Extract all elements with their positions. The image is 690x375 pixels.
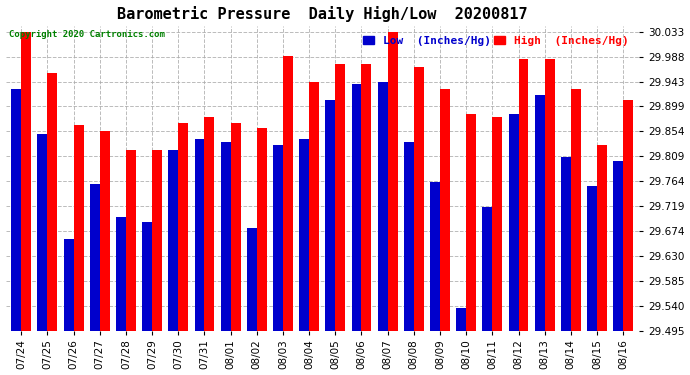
Bar — [561, 157, 571, 330]
Bar — [21, 32, 31, 330]
Title: Barometric Pressure  Daily High/Low  20200817: Barometric Pressure Daily High/Low 20200… — [117, 6, 528, 21]
Bar — [195, 139, 204, 330]
Bar — [152, 150, 162, 330]
Bar — [388, 32, 397, 330]
Legend: Low  (Inches/Hg), High  (Inches/Hg): Low (Inches/Hg), High (Inches/Hg) — [358, 31, 633, 50]
Bar — [247, 228, 257, 330]
Bar — [613, 161, 623, 330]
Bar — [440, 89, 450, 330]
Bar — [482, 207, 493, 330]
Bar — [535, 95, 544, 330]
Bar — [37, 134, 48, 330]
Bar — [299, 139, 309, 330]
Bar — [221, 142, 230, 330]
Bar — [48, 73, 57, 330]
Bar — [11, 89, 21, 330]
Bar — [597, 145, 607, 330]
Bar — [63, 239, 74, 330]
Bar — [74, 125, 83, 330]
Bar — [283, 56, 293, 330]
Bar — [90, 184, 100, 330]
Bar — [142, 222, 152, 330]
Bar — [544, 59, 555, 330]
Bar — [335, 64, 345, 330]
Bar — [100, 131, 110, 330]
Bar — [168, 150, 178, 330]
Bar — [273, 145, 283, 330]
Bar — [326, 100, 335, 330]
Bar — [587, 186, 597, 330]
Bar — [404, 142, 414, 330]
Bar — [377, 82, 388, 330]
Bar — [493, 117, 502, 330]
Bar — [257, 128, 267, 330]
Bar — [116, 217, 126, 330]
Bar — [362, 64, 371, 330]
Text: Copyright 2020 Cartronics.com: Copyright 2020 Cartronics.com — [9, 30, 165, 39]
Bar — [466, 114, 476, 330]
Bar — [230, 123, 241, 330]
Bar — [309, 82, 319, 330]
Bar — [623, 100, 633, 330]
Bar — [456, 308, 466, 330]
Bar — [509, 114, 518, 330]
Bar — [351, 84, 362, 330]
Bar — [430, 183, 440, 330]
Bar — [178, 123, 188, 330]
Bar — [414, 67, 424, 330]
Bar — [126, 150, 136, 330]
Bar — [518, 59, 529, 330]
Bar — [204, 117, 215, 330]
Bar — [571, 89, 581, 330]
